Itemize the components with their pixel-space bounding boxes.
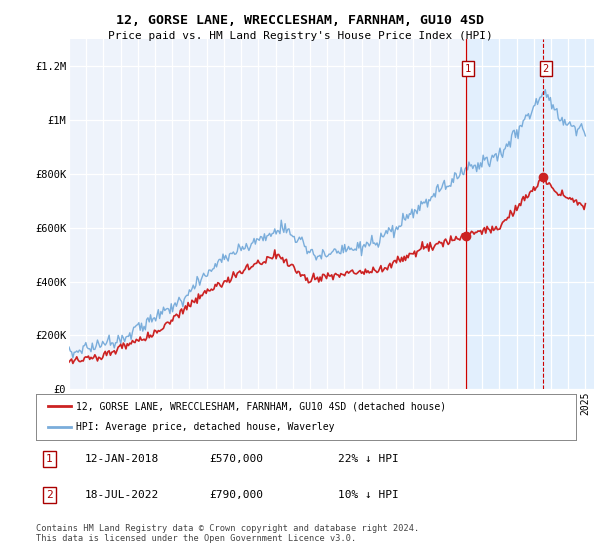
Text: 1: 1: [465, 64, 471, 74]
Text: 2: 2: [46, 491, 53, 500]
Text: Contains HM Land Registry data © Crown copyright and database right 2024.
This d: Contains HM Land Registry data © Crown c…: [36, 524, 419, 543]
Text: Price paid vs. HM Land Registry's House Price Index (HPI): Price paid vs. HM Land Registry's House …: [107, 31, 493, 41]
Text: £570,000: £570,000: [209, 454, 263, 464]
Text: 12, GORSE LANE, WRECCLESHAM, FARNHAM, GU10 4SD: 12, GORSE LANE, WRECCLESHAM, FARNHAM, GU…: [116, 14, 484, 27]
Text: 18-JUL-2022: 18-JUL-2022: [85, 491, 159, 500]
Text: 10% ↓ HPI: 10% ↓ HPI: [338, 491, 399, 500]
Text: £790,000: £790,000: [209, 491, 263, 500]
Text: 1: 1: [46, 454, 53, 464]
Text: 2: 2: [542, 64, 549, 74]
Text: 22% ↓ HPI: 22% ↓ HPI: [338, 454, 399, 464]
Text: 12, GORSE LANE, WRECCLESHAM, FARNHAM, GU10 4SD (detached house): 12, GORSE LANE, WRECCLESHAM, FARNHAM, GU…: [77, 401, 446, 411]
Text: HPI: Average price, detached house, Waverley: HPI: Average price, detached house, Wave…: [77, 422, 335, 432]
Text: 12-JAN-2018: 12-JAN-2018: [85, 454, 159, 464]
Bar: [466, 39, 594, 389]
